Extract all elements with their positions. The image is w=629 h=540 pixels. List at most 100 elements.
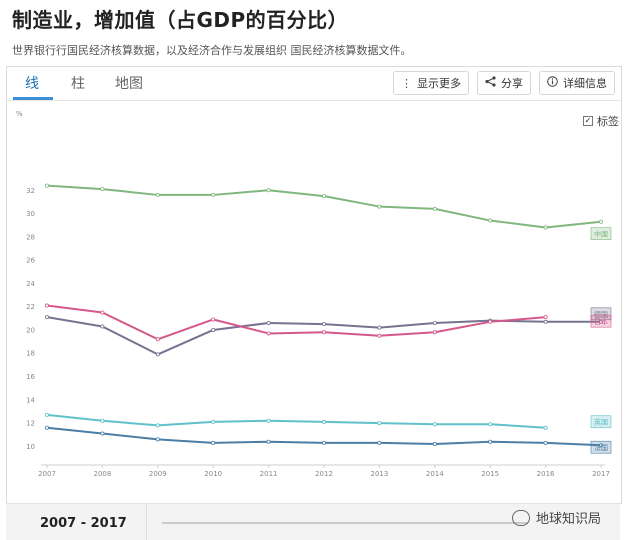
data-point [599,219,604,224]
x-tick-label: 2012 [315,470,333,478]
data-point [488,218,493,223]
tab-map[interactable]: 地图 [115,76,143,92]
data-point [321,440,326,445]
show-more-button[interactable]: ⋮ 显示更多 [393,71,469,95]
data-point [100,187,105,192]
data-point [45,412,50,417]
data-point [155,437,160,442]
y-tick-label: 24 [26,280,35,288]
data-point [155,352,160,357]
y-tick-label: 28 [26,233,35,241]
data-point [543,315,548,320]
data-point [377,421,382,426]
x-tick-label: 2008 [93,470,111,478]
time-range-bar: 2007 - 2017 [6,503,620,540]
y-tick-label: 26 [26,257,35,265]
chart-panel: 线 柱 地图 ⋮ 显示更多 分享 详细信息 ✓ 标签 % 10 12 14 16 18 20… [6,66,622,504]
data-point [211,317,216,322]
data-point [543,319,548,324]
data-point [488,422,493,427]
details-button[interactable]: 详细信息 [539,71,615,95]
y-tick-label: 10 [26,443,35,451]
tab-divider [7,100,621,101]
data-point [100,431,105,436]
data-point [377,204,382,209]
data-point [155,192,160,197]
data-point [488,319,493,324]
time-range-label: 2007 - 2017 [40,516,127,531]
data-point [266,188,271,193]
label-toggle[interactable]: ✓ 标签 [583,113,619,129]
y-tick-label: 30 [26,210,35,218]
data-point [266,320,271,325]
active-tab-indicator [13,97,53,100]
share-button[interactable]: 分享 [477,71,531,95]
data-point [266,331,271,336]
line-chart: % 10 12 14 16 18 20 22 24 26 28 30 32 2007 2008 2009 201… [16,110,612,478]
data-point [321,419,326,424]
x-tick-label: 2016 [537,470,555,478]
data-point [321,194,326,199]
y-tick-label: 20 [26,326,35,334]
x-tick-label: 2013 [370,470,388,478]
label-checkbox[interactable]: ✓ [583,116,593,126]
data-point [45,183,50,188]
y-tick-label: 18 [26,350,35,358]
page-subtitle: 世界银行行国民经济核算数据，以及经济合作与发展组织 国民经济核算数据文件。 [12,44,412,57]
data-point [211,327,216,332]
data-point [543,425,548,430]
y-tick-label: 12 [26,420,35,428]
series-end-label: 法国 [594,443,608,452]
data-point [100,418,105,423]
data-point [211,440,216,445]
data-point [45,425,50,430]
x-tick-label: 2015 [481,470,499,478]
label-toggle-text: 标签 [597,115,619,128]
data-point [432,442,437,447]
x-tick-label: 2009 [149,470,167,478]
data-point [599,319,604,324]
data-point [488,439,493,444]
share-icon [485,76,496,90]
series-end-label: 德国 [594,310,608,319]
data-point [100,324,105,329]
data-point [432,422,437,427]
series-line [46,184,602,229]
series-label-box [590,227,612,241]
y-tick-label: 32 [26,187,35,195]
data-point [266,439,271,444]
tab-bar[interactable]: 柱 [71,76,85,92]
data-point [321,330,326,335]
data-point [45,315,50,320]
x-tick-label: 2017 [592,470,610,478]
data-point [211,192,216,197]
x-tick-label: 2014 [426,470,444,478]
y-tick-label: 14 [26,396,35,404]
x-tick-label: 2007 [38,470,56,478]
watermark-text: 地球知识局 [536,512,602,527]
series-end-label: 中国 [594,230,608,239]
data-point [211,419,216,424]
data-point [432,330,437,335]
data-point [432,320,437,325]
y-tick-label: 22 [26,303,35,311]
time-range-slider[interactable] [162,522,528,524]
info-icon [547,76,558,90]
watermark: 地球知识局 [512,508,601,527]
series-line [46,304,546,341]
y-tick-label: 16 [26,373,35,381]
data-point [432,206,437,211]
tab-line[interactable]: 线 [25,76,39,92]
range-divider [146,504,147,540]
series-label-box [590,440,612,454]
data-point [321,322,326,327]
chart-tabs: 线 柱 地图 ⋮ 显示更多 分享 详细信息 [7,67,621,101]
details-label: 详细信息 [563,77,607,90]
page-title: 制造业，增加值（占GDP的百分比） [12,8,349,32]
data-point [543,440,548,445]
data-point [45,303,50,308]
series-label-box [590,307,612,321]
data-point [155,423,160,428]
share-label: 分享 [501,77,523,90]
wechat-icon [512,509,530,526]
